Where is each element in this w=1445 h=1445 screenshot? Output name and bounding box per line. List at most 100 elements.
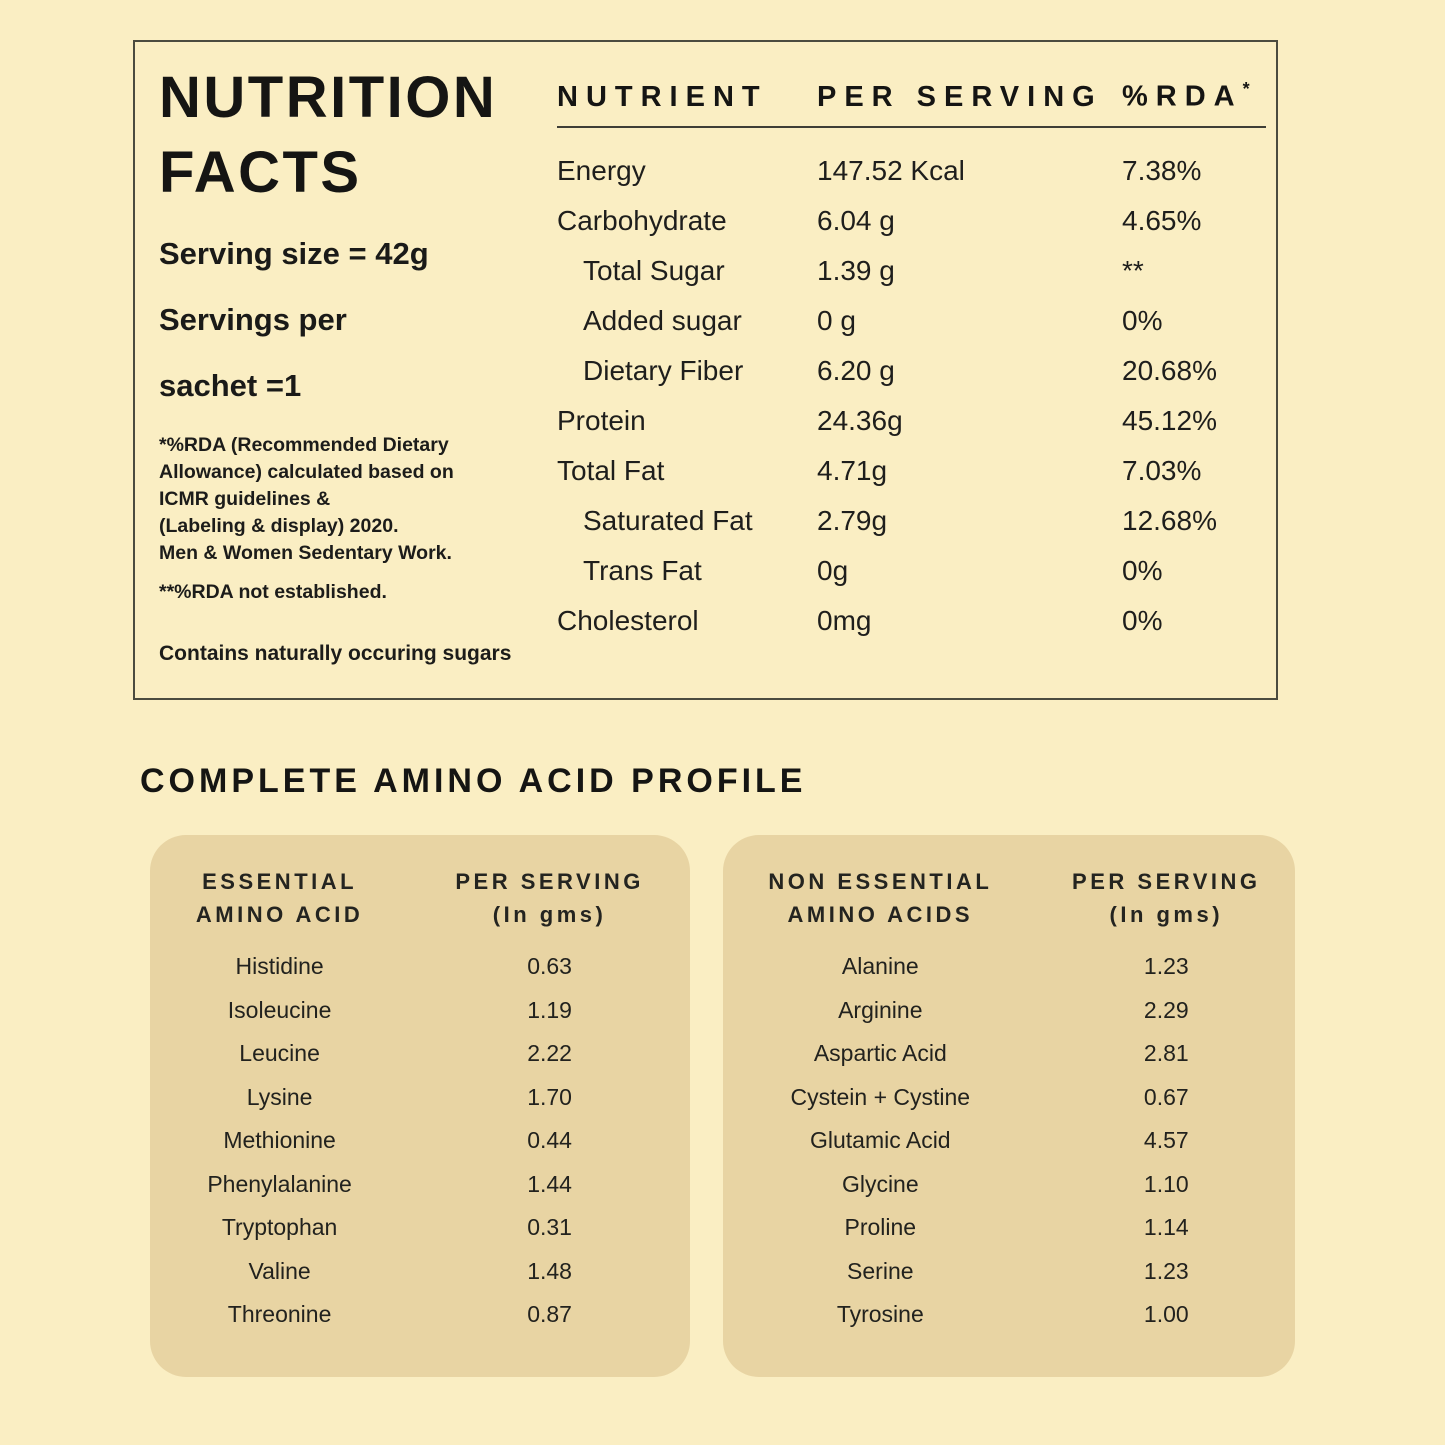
nutrient-name: Carbohydrate <box>557 204 727 236</box>
non-essential-table-body: Alanine 1.23 Arginine 2.29 Aspartic Acid… <box>723 945 1295 1337</box>
table-row-added-sugar: Added sugar 0 g 0% <box>557 296 1266 346</box>
rda-footnote-line: *%RDA (Recommended Dietary <box>159 434 449 456</box>
table-row-glutamic-acid: Glutamic Acid 4.57 <box>723 1119 1295 1163</box>
nutrient-rda: 7.38% <box>1122 154 1202 186</box>
table-row-carbohydrate: Carbohydrate 6.04 g 4.65% <box>557 196 1266 246</box>
amino-value: 1.00 <box>1143 1301 1189 1328</box>
nutrient-rda: 0% <box>1122 604 1163 636</box>
nutrient-rda: 20.68% <box>1122 354 1217 386</box>
nutrient-name: Energy <box>557 154 646 186</box>
nutrient-rda: 12.68% <box>1122 504 1217 536</box>
amino-value: 0.44 <box>527 1127 572 1154</box>
table-row-histidine: Histidine 0.63 <box>150 945 690 989</box>
table-row-total-fat: Total Fat 4.71g 7.03% <box>557 446 1266 496</box>
natural-sugars-note: Contains naturally occuring sugars <box>159 642 512 665</box>
header-line: AMINO ACIDS <box>787 902 974 927</box>
amino-value: 4.57 <box>1143 1127 1189 1154</box>
header-per-serving-gms: PER SERVING (In gms) <box>1038 865 1295 931</box>
table-row-leucine: Leucine 2.22 <box>150 1032 690 1076</box>
amino-name: Phenylalanine <box>207 1170 352 1197</box>
essential-table-header: ESSENTIAL AMINO ACID PER SERVING (In gms… <box>150 865 690 931</box>
amino-name: Isoleucine <box>227 996 332 1023</box>
nutrient-name: Saturated Fat <box>583 504 753 536</box>
table-row-alanine: Alanine 1.23 <box>723 945 1295 989</box>
header-per-serving: PER SERVING <box>817 80 1103 113</box>
table-row-energy: Energy 147.52 Kcal 7.38% <box>557 146 1266 196</box>
nutrient-name: Trans Fat <box>583 554 702 586</box>
nutrient-rda: 0% <box>1122 304 1163 336</box>
amino-name: Threonine <box>227 1301 332 1328</box>
amino-value: 2.22 <box>527 1040 572 1067</box>
header-line: PER SERVING <box>455 869 644 894</box>
header-per-serving-gms: PER SERVING (In gms) <box>409 865 690 931</box>
nutrient-value: 2.79g <box>817 504 888 536</box>
header-line: ESSENTIAL <box>202 869 358 894</box>
sachet-count-text: sachet =1 <box>159 368 302 403</box>
nutrient-rda: 4.65% <box>1122 204 1202 236</box>
nutrient-value: 147.52 Kcal <box>817 154 965 186</box>
header-rda-label: %RDA <box>1122 80 1243 113</box>
header-essential-amino-acid: ESSENTIAL AMINO ACID <box>150 865 409 931</box>
header-line: NON ESSENTIAL <box>768 869 993 894</box>
amino-value: 0.67 <box>1143 1083 1189 1110</box>
servings-per-text: Servings per <box>159 302 347 337</box>
essential-table-body: Histidine 0.63 Isoleucine 1.19 Leucine 2… <box>150 945 690 1337</box>
rda-footnote: *%RDA (Recommended Dietary Allowance) ca… <box>159 432 549 567</box>
table-row-total-sugar: Total Sugar 1.39 g ** <box>557 246 1266 296</box>
rda-footnote-line: Allowance) calculated based on <box>159 461 454 483</box>
table-row-protein: Protein 24.36g 45.12% <box>557 396 1266 446</box>
table-row-dietary-fiber: Dietary Fiber 6.20 g 20.68% <box>557 346 1266 396</box>
amino-value: 1.19 <box>527 996 572 1023</box>
header-line: PER SERVING <box>1072 869 1261 894</box>
amino-value: 1.14 <box>1143 1214 1189 1241</box>
table-row-cholesterol: Cholesterol 0mg 0% <box>557 596 1266 646</box>
table-row-threonine: Threonine 0.87 <box>150 1293 690 1337</box>
nutrient-rda: 7.03% <box>1122 454 1202 486</box>
nutrient-value: 6.04 g <box>817 204 895 236</box>
table-row-serine: Serine 1.23 <box>723 1250 1295 1294</box>
amino-name: Cystein + Cystine <box>790 1083 971 1110</box>
nutrient-name: Total Fat <box>557 454 665 486</box>
rda-footnote-line: ICMR guidelines & <box>159 488 331 510</box>
header-line: (In gms) <box>492 902 607 927</box>
amino-value: 1.44 <box>527 1170 572 1197</box>
amino-value: 1.23 <box>1143 953 1189 980</box>
nutrient-rda: 45.12% <box>1122 404 1217 436</box>
amino-name: Alanine <box>841 953 919 980</box>
amino-value: 2.81 <box>1143 1040 1189 1067</box>
nutrient-table-body: Energy 147.52 Kcal 7.38% Carbohydrate 6.… <box>557 146 1266 646</box>
amino-name: Serine <box>847 1257 914 1284</box>
title-line-2: FACTS <box>159 140 362 205</box>
header-non-essential-amino-acids: NON ESSENTIAL AMINO ACIDS <box>723 865 1038 931</box>
table-row-methionine: Methionine 0.44 <box>150 1119 690 1163</box>
non-essential-amino-acid-card: NON ESSENTIAL AMINO ACIDS PER SERVING (I… <box>723 835 1295 1377</box>
nutrient-value: 6.20 g <box>817 354 895 386</box>
amino-name: Aspartic Acid <box>813 1040 947 1067</box>
essential-amino-acid-card: ESSENTIAL AMINO ACID PER SERVING (In gms… <box>150 835 690 1377</box>
amino-name: Proline <box>844 1214 917 1241</box>
nutrient-value: 1.39 g <box>817 254 895 286</box>
amino-name: Arginine <box>838 996 923 1023</box>
table-row-cystein-cystine: Cystein + Cystine 0.67 <box>723 1076 1295 1120</box>
nutrient-value: 0mg <box>817 604 872 636</box>
header-line: (In gms) <box>1109 902 1224 927</box>
table-row-arginine: Arginine 2.29 <box>723 989 1295 1033</box>
nutrient-table: NUTRIENT PER SERVING %RDA* Energy 147.52… <box>557 72 1266 646</box>
amino-name: Histidine <box>235 953 324 980</box>
table-row-tryptophan: Tryptophan 0.31 <box>150 1206 690 1250</box>
table-row-phenylalanine: Phenylalanine 1.44 <box>150 1163 690 1207</box>
header-rda-asterisk: * <box>1242 79 1250 99</box>
nutrient-name: Cholesterol <box>557 604 699 636</box>
amino-name: Lysine <box>246 1083 313 1110</box>
amino-value: 0.31 <box>527 1214 572 1241</box>
serving-info: Serving size = 42g Servings per sachet =… <box>159 234 549 406</box>
amino-name: Glutamic Acid <box>809 1127 951 1154</box>
rda-footnote-line: (Labeling & display) 2020. <box>159 515 399 537</box>
header-line: AMINO ACID <box>195 902 364 927</box>
table-row-proline: Proline 1.14 <box>723 1206 1295 1250</box>
amino-value: 0.87 <box>527 1301 572 1328</box>
nutrient-name: Added sugar <box>583 304 742 336</box>
nutrient-rda: 0% <box>1122 554 1163 586</box>
header-rda: %RDA* <box>1122 72 1266 114</box>
non-essential-table-header: NON ESSENTIAL AMINO ACIDS PER SERVING (I… <box>723 865 1295 931</box>
